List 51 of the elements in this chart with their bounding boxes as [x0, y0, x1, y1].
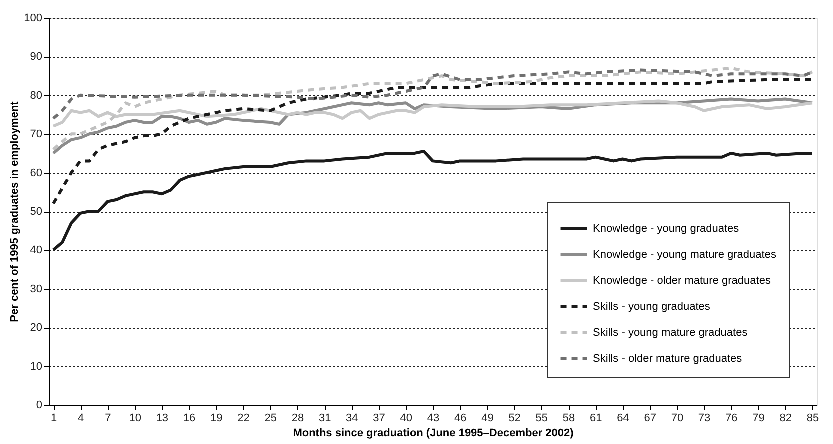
- x-tick-label: 55: [536, 412, 548, 424]
- y-tick-label: 50: [30, 206, 42, 218]
- y-tick-label: 60: [30, 167, 42, 180]
- x-tick-label: 13: [156, 412, 169, 424]
- x-tick-label: 52: [508, 412, 521, 424]
- y-tick-label: 70: [30, 128, 42, 141]
- y-tick-label: 100: [24, 12, 42, 24]
- x-tick-label: 40: [400, 412, 413, 424]
- x-tick-label: 16: [183, 412, 196, 424]
- x-tick-label: 85: [806, 412, 820, 424]
- x-tick-label: 4: [78, 412, 84, 424]
- x-tick-label: 25: [264, 412, 277, 424]
- legend-label: Skills - young graduates: [593, 301, 711, 313]
- x-tick-label: 70: [671, 412, 684, 424]
- x-tick-label: 19: [210, 412, 223, 424]
- x-tick-label: 79: [752, 412, 765, 424]
- y-tick-label: 30: [30, 283, 42, 296]
- legend-label: Skills - young mature graduates: [593, 327, 748, 339]
- x-tick-label: 61: [590, 412, 602, 424]
- x-tick-label: 49: [482, 412, 494, 424]
- legend-label: Knowledge - young graduates: [593, 223, 740, 235]
- x-tick-label: 58: [562, 412, 576, 424]
- x-axis-title: Months since graduation (June 1995–December 2002): [293, 428, 574, 440]
- x-tick-label: 64: [617, 412, 630, 424]
- legend-label: Skills - older mature graduates: [593, 353, 743, 365]
- y-axis-title: Per cent of 1995 graduates in employment: [9, 101, 22, 322]
- x-tick-label: 82: [780, 412, 792, 424]
- x-tick-label: 22: [238, 412, 250, 424]
- x-tick-label: 7: [105, 412, 112, 424]
- line-series: [52, 150, 814, 252]
- x-tick-label: 76: [726, 412, 738, 424]
- x-tick-label: 1: [50, 412, 58, 424]
- x-tick-label: 31: [318, 412, 332, 424]
- x-tick-label: 43: [427, 412, 440, 424]
- legend-label: Knowledge - young mature graduates: [593, 249, 777, 261]
- y-tick-label: 40: [30, 244, 42, 257]
- y-tick-label: 80: [30, 90, 42, 102]
- x-tick-label: 37: [373, 412, 386, 424]
- line-series: [52, 78, 814, 206]
- legend-label: Knowledge - older mature graduates: [593, 275, 772, 287]
- x-tick-label: 28: [292, 412, 304, 424]
- y-tick-label: 0: [36, 400, 42, 412]
- y-tick-label: 10: [30, 360, 42, 373]
- y-tick-label: 90: [30, 51, 42, 64]
- x-tick-label: 10: [129, 412, 142, 424]
- x-tick-label: 67: [644, 412, 656, 424]
- x-tick-label: 73: [698, 412, 711, 424]
- x-tick-label: 34: [346, 412, 358, 424]
- y-tick-label: 20: [30, 322, 42, 334]
- x-tick-label: 46: [454, 412, 467, 424]
- line-series: [52, 66, 814, 152]
